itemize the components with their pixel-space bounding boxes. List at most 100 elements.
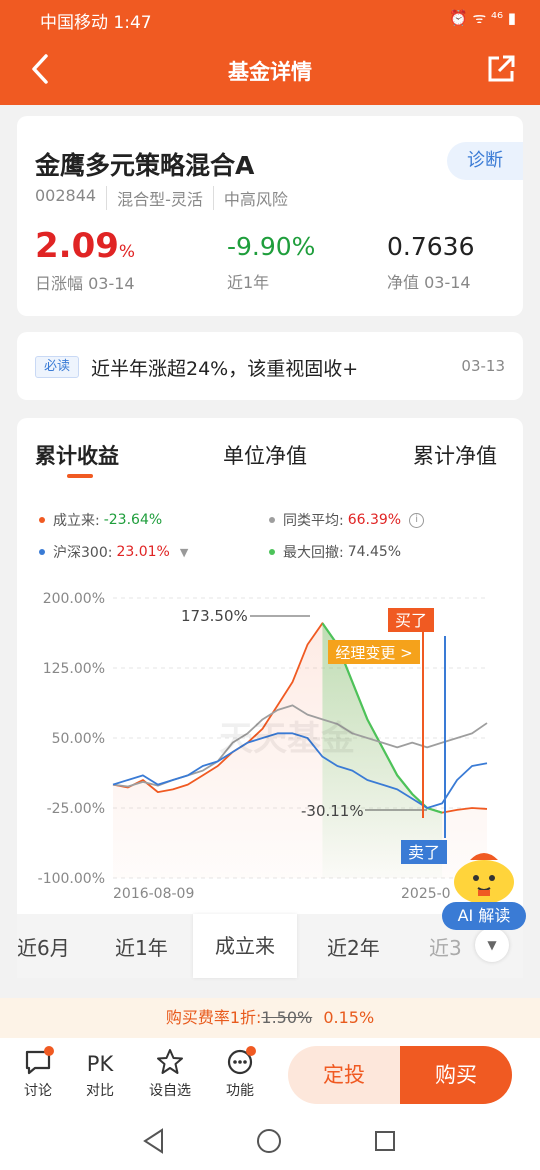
fee-prefix: 购买费率1折: xyxy=(165,1008,262,1027)
tab-cumulative-return[interactable]: 累计收益 xyxy=(35,444,119,468)
sip-button[interactable]: 定投 xyxy=(288,1046,400,1104)
year-change-label: 近1年 xyxy=(227,273,270,292)
manager-change-box xyxy=(328,640,420,664)
status-bar: 中国移动 1:47 ⏰ ᯤ ⁴⁶ ▮ xyxy=(0,0,540,38)
watchlist-button[interactable]: 设自选 xyxy=(142,1048,198,1100)
page-title: 基金详情 xyxy=(228,60,312,84)
notice-bar[interactable]: 必读 近半年涨超24%，该重视固收+ 03-13 xyxy=(17,332,523,400)
year-change-value: -9.90% xyxy=(227,232,316,261)
mascot-icon xyxy=(454,853,514,904)
x-start-label: 2016-08-09 xyxy=(113,886,194,902)
notice-date: 03-13 xyxy=(461,357,505,375)
y-tick-label: 125.00% xyxy=(43,661,105,677)
peak-label: 173.50% xyxy=(181,607,248,625)
fund-code: 002844 xyxy=(35,186,97,205)
drawdown-area xyxy=(322,623,443,878)
share-icon[interactable] xyxy=(486,54,516,84)
tab-unit-nav[interactable]: 单位净值 xyxy=(223,444,307,468)
sell-marker-box xyxy=(401,840,447,864)
y-tick-label: -100.00% xyxy=(38,871,105,887)
daily-change-value: 2.09 xyxy=(35,226,119,266)
features-badge xyxy=(246,1046,256,1056)
buy-marker-box xyxy=(388,608,434,632)
tab-cumulative-nav[interactable]: 累计净值 xyxy=(413,444,497,468)
dropdown-icon[interactable]: ▼ xyxy=(179,545,189,559)
buy-marker[interactable]: 买了 xyxy=(395,611,427,630)
bottom-action-bar: 讨论 PK 对比 设自选 功能 定投 购买 xyxy=(0,1038,540,1110)
fund-meta: 002844 混合型-灵活 中高风险 xyxy=(35,186,298,210)
discuss-badge xyxy=(44,1046,54,1056)
watermark: 天天基金 xyxy=(219,719,356,759)
legend-hs300-value: 23.01% xyxy=(116,544,170,560)
app-header: 中国移动 1:47 ⏰ ᯤ ⁴⁶ ▮ 基金详情 xyxy=(0,0,540,105)
period-1y[interactable]: 近1年 xyxy=(115,936,168,960)
fund-summary-card: 金鹰多元策略混合A 诊断 002844 混合型-灵活 中高风险 2.09% 日涨… xyxy=(17,116,523,316)
fund-name: 金鹰多元策略混合A xyxy=(35,151,255,180)
active-tab-indicator xyxy=(67,474,93,478)
legend-drawdown: 最大回撤: 74.45% xyxy=(269,542,401,562)
daily-change-label: 日涨幅 03-14 xyxy=(35,274,135,293)
diagnose-button[interactable]: 诊断 xyxy=(447,142,523,180)
buy-button[interactable]: 购买 xyxy=(400,1046,512,1104)
info-icon[interactable]: i xyxy=(409,512,425,528)
nav-value: 0.7636 净值 03-14 xyxy=(387,226,474,293)
daily-change-unit: % xyxy=(118,242,136,262)
legend-hs300-label: 沪深300: xyxy=(53,545,113,561)
nav-recents-icon[interactable] xyxy=(374,1130,396,1152)
legend-fund: 成立来: -23.64% xyxy=(39,510,162,530)
legend-drawdown-label: 最大回撤: xyxy=(283,545,344,561)
nav-bar: 基金详情 xyxy=(0,38,540,102)
x-end-label: 2025-0 xyxy=(401,886,451,902)
ai-interpret-button[interactable]: AI 解读 xyxy=(442,902,526,930)
watchlist-label: 设自选 xyxy=(149,1083,191,1099)
star-icon xyxy=(142,1048,198,1080)
compare-button[interactable]: PK 对比 xyxy=(72,1048,128,1100)
legend-fund-dot xyxy=(39,517,45,523)
ai-assistant[interactable]: AI 解读 xyxy=(442,842,526,932)
must-read-tag: 必读 xyxy=(35,356,79,378)
fund-type: 混合型-灵活 xyxy=(106,186,213,210)
carrier-time: 中国移动 1:47 xyxy=(40,13,152,33)
more-dots-icon xyxy=(212,1048,268,1080)
legend-hs300[interactable]: 沪深300: 23.01% ▼ xyxy=(39,542,188,562)
period-since-inception[interactable]: 成立来 xyxy=(193,914,297,978)
legend-drawdown-value: 74.45% xyxy=(347,544,402,560)
legend-fund-value: -23.64% xyxy=(103,512,163,528)
legend-hs300-dot xyxy=(39,549,45,555)
legend-peer-dot xyxy=(269,517,275,523)
period-6m[interactable]: 近6月 xyxy=(17,936,70,960)
features-label: 功能 xyxy=(226,1083,254,1099)
manager-change-marker[interactable]: 经理变更 > xyxy=(335,644,412,662)
back-icon[interactable] xyxy=(26,52,56,86)
system-nav-bar xyxy=(0,1110,540,1170)
fee-banner: 购买费率1折:1.50% 0.15% xyxy=(0,998,540,1038)
period-3y[interactable]: 近3 xyxy=(429,936,462,960)
sell-marker[interactable]: 卖了 xyxy=(408,843,440,862)
discuss-button[interactable]: 讨论 xyxy=(10,1046,66,1100)
period-tabs: 近6月 近1年 成立来 近2年 近3 ▼ xyxy=(17,914,523,978)
pk-icon: PK xyxy=(86,1052,114,1076)
chat-bubble-icon xyxy=(10,1048,66,1080)
notice-text: 近半年涨超24%，该重视固收+ xyxy=(91,358,359,380)
year-change: -9.90% 近1年 xyxy=(227,226,315,293)
period-2y[interactable]: 近2年 xyxy=(327,936,380,960)
return-chart[interactable]: 200.00% 125.00% 50.00% -25.00% -100.00% 天天基金… xyxy=(17,578,523,908)
compare-label: 对比 xyxy=(86,1083,114,1099)
nav-home-icon[interactable] xyxy=(256,1128,282,1154)
trough-label: -30.11% xyxy=(301,802,364,820)
hs300-line xyxy=(112,732,488,809)
nav-back-icon[interactable] xyxy=(142,1128,166,1154)
discuss-label: 讨论 xyxy=(24,1083,52,1099)
performance-card: 累计收益 单位净值 累计净值 成立来: -23.64% 同类平均: 66.39%… xyxy=(17,418,523,978)
legend-peer-value: 66.39% xyxy=(347,512,402,528)
chart-tabs: 累计收益 单位净值 累计净值 xyxy=(17,440,523,480)
fund-risk: 中高风险 xyxy=(212,186,298,210)
legend-drawdown-dot xyxy=(269,549,275,555)
nav-value-number: 0.7636 xyxy=(387,232,475,261)
y-tick-label: 200.00% xyxy=(43,591,105,607)
y-tick-label: 50.00% xyxy=(52,731,105,747)
more-periods-icon[interactable]: ▼ xyxy=(475,928,509,962)
features-button[interactable]: 功能 xyxy=(212,1046,268,1100)
nav-value-label: 净值 03-14 xyxy=(387,273,471,292)
legend-peer: 同类平均: 66.39% i xyxy=(269,510,425,530)
